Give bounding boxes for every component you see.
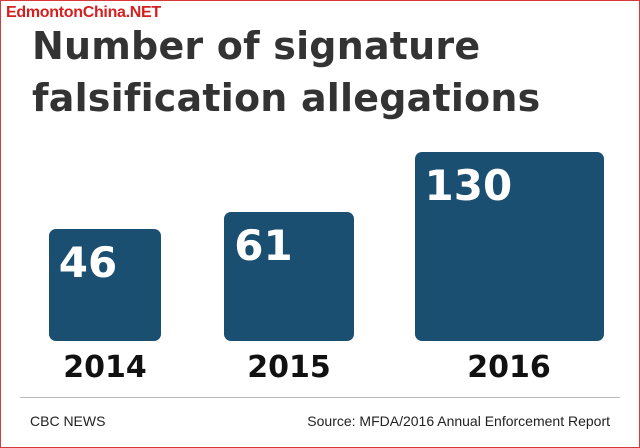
category-label: 2014: [63, 350, 147, 385]
bar-value-label: 61: [234, 220, 293, 270]
category-label: 2015: [247, 350, 331, 385]
footer-divider: [20, 397, 620, 398]
category-label: 2016: [467, 350, 551, 385]
bar-value-label: 130: [424, 161, 513, 210]
footer-source: Source: MFDA/2016 Annual Enforcement Rep…: [307, 413, 610, 429]
chart-title: Number of signature falsification allega…: [32, 24, 541, 120]
bar-tile-2014: [48, 228, 162, 341]
bar-tile-2016: [414, 152, 604, 341]
watermark: EdmontonChina.NET: [6, 4, 161, 21]
bar-tile-2015: [224, 211, 354, 341]
footer-credit: CBC NEWS: [30, 413, 106, 429]
bar-value-label: 46: [58, 237, 118, 287]
